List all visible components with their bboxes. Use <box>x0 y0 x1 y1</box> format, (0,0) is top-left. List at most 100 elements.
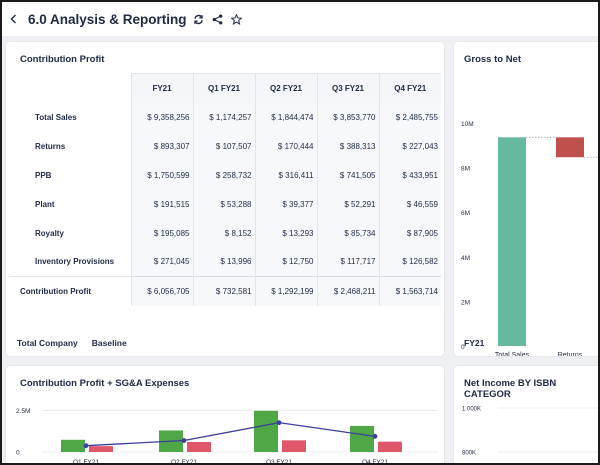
total-row: Contribution Profit $ 6,056,705 $ 732,58… <box>10 276 441 306</box>
table-row: Plant $ 191,515 $ 53,288 $ 39,377 $ 52,2… <box>10 189 441 219</box>
table-cell: $ 741,505 <box>316 160 379 190</box>
bar-returns <box>556 137 584 158</box>
table-cell: $ 227,043 <box>378 131 441 161</box>
card-title: Gross to Net <box>464 54 522 65</box>
table-cell: $ 85,734 <box>316 218 379 248</box>
table-cell: $ 3,853,770 <box>316 102 379 132</box>
y-tick-label: 8M <box>461 166 470 173</box>
table-cell: $ 46,559 <box>378 189 441 219</box>
card-title: Contribution Profit + SG&A Expenses <box>20 378 190 389</box>
table-cell: $ 1,844,474 <box>254 102 317 132</box>
row-label: Contribution Profit <box>10 276 132 306</box>
net-income-chart: 800K 1 000K <box>462 407 598 457</box>
y-tick-label: 0 <box>461 344 465 351</box>
gross-to-net-card: Gross to Net 0 2M 4M 6M 8M 10M Total Sales Retu… <box>454 42 598 356</box>
bar-contribution-profit <box>254 410 278 452</box>
table-cell: $ 893,307 <box>130 131 193 161</box>
table-cell: $ 1,292,199 <box>254 276 317 306</box>
table-cell: $ 2,468,211 <box>316 276 379 306</box>
column-header: Q3 FY21 <box>316 73 379 103</box>
table-cell: $ 191,515 <box>130 189 193 219</box>
table-cell: $ 388,313 <box>316 131 379 161</box>
sga-expenses-card: Contribution Profit + SG&A Expenses 0 2.5… <box>6 366 444 465</box>
table-cell: $ 9,358,256 <box>130 102 193 132</box>
row-label: Royalty <box>10 218 132 248</box>
table-cell: $ 39,377 <box>254 189 317 219</box>
column-header: Q4 FY21 <box>378 73 441 103</box>
row-label: Plant <box>10 189 132 219</box>
x-tick-label: Q2 FY21 <box>171 459 197 465</box>
table-row: Returns $ 893,307 $ 107,507 $ 170,444 $ … <box>10 131 441 161</box>
x-tick-label: Q3 FY21 <box>266 459 292 465</box>
bar-sga-expense <box>187 442 211 452</box>
y-tick-label: 1 000K <box>462 407 481 413</box>
table-corner-cell <box>10 73 132 103</box>
table-cell: $ 126,582 <box>378 247 441 277</box>
card-title: Net Income BY ISBN CATEGOR <box>464 378 557 400</box>
back-icon[interactable] <box>6 11 22 27</box>
table-header-row: FY21 Q1 FY21 Q2 FY21 Q3 FY21 Q4 FY21 <box>10 73 441 103</box>
y-tick-label: 0 <box>16 450 20 457</box>
y-tick-label: 2.5M <box>16 408 30 415</box>
y-tick-label: 800K <box>462 451 476 457</box>
company-filter[interactable]: Total Company <box>17 338 78 348</box>
x-tick-label: Returns <box>558 352 583 356</box>
table-cell: $ 732,581 <box>192 276 255 306</box>
column-header: FY21 <box>130 73 193 103</box>
line-point <box>83 443 89 449</box>
refresh-icon[interactable] <box>192 12 206 26</box>
y-tick-label: 4M <box>461 255 470 262</box>
share-icon[interactable] <box>211 12 225 26</box>
bar-contribution-profit <box>350 425 374 452</box>
table-cell: $ 170,444 <box>254 131 317 161</box>
table-cell: $ 52,291 <box>316 189 379 219</box>
row-label: PPB <box>10 160 132 190</box>
table-cell: $ 1,174,257 <box>192 102 255 132</box>
table-cell: $ 1,563,714 <box>378 276 441 306</box>
table-cell: $ 271,045 <box>130 247 193 277</box>
table-cell: $ 13,293 <box>254 218 317 248</box>
card-title: Contribution Profit <box>20 54 105 65</box>
y-tick-label: 10M <box>461 121 474 128</box>
table-cell: $ 258,732 <box>192 160 255 190</box>
contribution-profit-table: FY21 Q1 FY21 Q2 FY21 Q3 FY21 Q4 FY21 Tot… <box>10 73 441 306</box>
y-tick-label: 6M <box>461 210 470 217</box>
period-label: FY21 <box>464 338 485 348</box>
page-header: 6.0 Analysis & Reporting <box>2 2 598 36</box>
line-point <box>372 433 378 439</box>
series-line <box>85 422 376 447</box>
table-cell: $ 107,507 <box>192 131 255 161</box>
table-cell: $ 53,288 <box>192 189 255 219</box>
table-row: Total Sales $ 9,358,256 $ 1,174,257 $ 1,… <box>10 102 441 132</box>
table-cell: $ 433,951 <box>378 160 441 190</box>
row-label: Inventory Provisions <box>10 247 132 277</box>
table-cell: $ 117,717 <box>316 247 379 277</box>
scenario-filter[interactable]: Baseline <box>91 338 127 348</box>
column-header: Q2 FY21 <box>254 73 317 103</box>
x-tick-label: Total Sales <box>495 352 530 356</box>
table-cell: $ 195,085 <box>130 218 193 248</box>
table-row: Royalty $ 195,085 $ 8,152 $ 13,293 $ 85,… <box>10 218 441 248</box>
bar-sga-expense <box>378 441 402 452</box>
net-income-card: Net Income BY ISBN CATEGOR 800K 1 000K <box>454 366 598 463</box>
bar-sga-expense <box>89 446 113 452</box>
table-cell: $ 6,056,705 <box>130 276 193 306</box>
table-cell: $ 1,750,599 <box>130 160 193 190</box>
x-tick-label: Q4 FY21 <box>362 459 388 465</box>
contribution-profit-card: Contribution Profit FY21 Q1 FY21 Q2 FY21… <box>6 42 444 356</box>
y-tick-label: 2M <box>461 299 470 306</box>
x-tick-label: Q1 FY21 <box>73 459 99 465</box>
bar-contribution-profit <box>61 439 85 452</box>
table-cell: $ 87,905 <box>378 218 441 248</box>
row-label: Total Sales <box>10 102 132 132</box>
table-row: PPB $ 1,750,599 $ 258,732 $ 316,411 $ 74… <box>10 160 441 190</box>
gross-to-net-chart: 0 2M 4M 6M 8M 10M Total Sales Returns <box>461 121 598 356</box>
page-title: 6.0 Analysis & Reporting <box>28 11 187 27</box>
table-cell: $ 2,485,755 <box>378 102 441 132</box>
star-icon[interactable] <box>230 12 244 26</box>
table-row: Inventory Provisions $ 271,045 $ 13,996 … <box>10 247 441 277</box>
filter-bar: Total Company Baseline <box>17 338 127 348</box>
line-point <box>181 438 187 443</box>
bar-sga-expense <box>282 440 306 452</box>
